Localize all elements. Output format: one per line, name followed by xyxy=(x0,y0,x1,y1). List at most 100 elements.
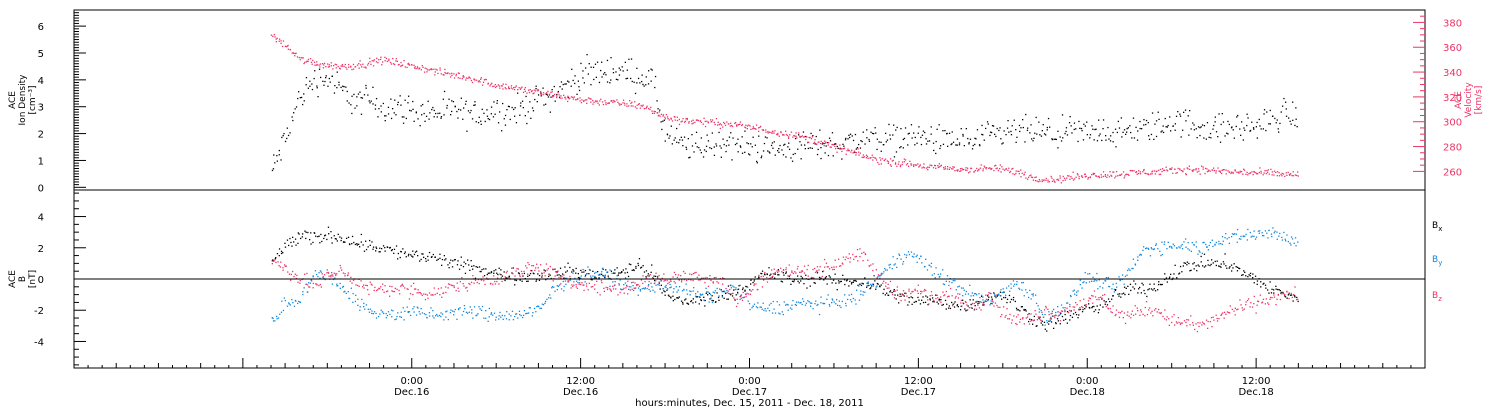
bz-series-point xyxy=(973,302,976,305)
density-series-point xyxy=(278,149,280,152)
by-series-point xyxy=(940,273,942,275)
bz-series-point xyxy=(587,289,589,291)
by-series-point xyxy=(893,264,895,266)
bz-series-point xyxy=(736,298,738,300)
by-series-point xyxy=(520,314,522,317)
by-series-point xyxy=(1111,288,1113,290)
density-series-point xyxy=(1167,124,1169,127)
density-series-point xyxy=(1285,101,1287,103)
bz-series-point xyxy=(747,286,749,288)
bz-series-point xyxy=(365,284,367,286)
bz-series-point xyxy=(339,264,341,267)
velocity-series-point xyxy=(880,163,882,165)
density-series-point xyxy=(413,120,415,122)
bz-series-point xyxy=(1155,308,1157,310)
velocity-series-point xyxy=(602,104,605,106)
by-series-point xyxy=(485,317,487,319)
bz-series-point xyxy=(320,286,322,288)
bz-series-point xyxy=(957,293,959,295)
by-series-point xyxy=(1124,275,1127,277)
bx-series-point xyxy=(282,252,284,254)
bx-series-point xyxy=(450,259,452,261)
bz-series-point xyxy=(726,292,728,294)
density-series-point xyxy=(1046,126,1048,129)
bx-series-point xyxy=(367,246,369,248)
by-series-point xyxy=(385,313,387,315)
density-series-point xyxy=(1036,133,1038,135)
by-series-point xyxy=(963,289,965,291)
velocity-series-point xyxy=(1034,180,1037,182)
by-series-point xyxy=(1178,246,1180,248)
by-series-point xyxy=(896,266,898,268)
velocity-series-point xyxy=(816,143,818,145)
by-series-point xyxy=(832,299,834,301)
density-series-point xyxy=(372,103,374,105)
bz-series-point xyxy=(1171,321,1173,324)
bx-series-point xyxy=(1029,318,1031,320)
bx-series-point xyxy=(602,268,604,270)
velocity-series-point xyxy=(1191,169,1193,172)
bz-series-point xyxy=(1037,316,1039,318)
by-series-point xyxy=(569,278,571,281)
density-series-point xyxy=(874,127,876,129)
bx-series-point xyxy=(565,271,567,273)
bz-series-point xyxy=(1135,313,1137,315)
density-series-point xyxy=(568,81,570,83)
by-series-point xyxy=(1010,283,1012,285)
by-series-point xyxy=(973,293,976,295)
by-series-point xyxy=(872,285,875,287)
by-series-point xyxy=(481,305,484,308)
velocity-series-point xyxy=(879,159,882,161)
bx-series-point xyxy=(836,289,838,291)
density-series-point xyxy=(888,123,890,126)
by-series-point xyxy=(812,308,814,310)
bz-series-point xyxy=(957,297,960,299)
density-series-point xyxy=(1219,141,1222,143)
bz-series-point xyxy=(819,266,821,268)
bx-series-point xyxy=(925,295,927,297)
by-series-point xyxy=(560,288,563,290)
by-series-point xyxy=(1026,291,1028,294)
velocity-series-point xyxy=(855,154,857,156)
bz-series-point xyxy=(689,273,691,275)
bx-series-point xyxy=(731,295,734,297)
bz-series-point xyxy=(607,287,609,289)
density-series-point xyxy=(913,132,915,134)
by-series-point xyxy=(368,311,371,313)
bz-series-point xyxy=(764,271,766,274)
by-series-point xyxy=(490,313,492,315)
bz-series-point xyxy=(1245,301,1247,303)
velocity-series-point xyxy=(1204,172,1206,175)
by-series-point xyxy=(695,295,697,297)
bx-series-point xyxy=(527,280,529,282)
bx-series-point xyxy=(867,284,869,287)
velocity-series-point xyxy=(589,98,591,100)
density-series-point xyxy=(1073,122,1076,124)
density-series-point xyxy=(1019,130,1021,133)
density-series-point xyxy=(1046,129,1048,131)
by-series-point xyxy=(1161,253,1163,256)
bx-series-point xyxy=(362,244,364,246)
bx-series-point xyxy=(1015,307,1018,309)
density-series-point xyxy=(728,136,731,138)
velocity-series-point xyxy=(616,99,618,101)
density-series-point xyxy=(1201,124,1204,126)
velocity-series-point xyxy=(989,167,991,169)
velocity-series-point xyxy=(820,140,822,142)
velocity-series-point xyxy=(418,68,420,70)
by-series-point xyxy=(308,282,310,284)
bz-series-point xyxy=(592,285,594,288)
velocity-series-point xyxy=(537,90,539,92)
density-series-point xyxy=(1098,135,1100,137)
density-series-point xyxy=(676,141,678,143)
density-series-point xyxy=(854,151,856,154)
density-series-point xyxy=(519,114,521,116)
bz-series-point xyxy=(999,306,1001,309)
bx-series-point xyxy=(658,282,660,284)
bx-series-point xyxy=(1137,292,1139,294)
density-series-point xyxy=(360,113,363,115)
bz-series-point xyxy=(729,293,731,295)
velocity-series-point xyxy=(312,59,314,62)
bz-series-point xyxy=(1131,310,1133,312)
density-series-point xyxy=(480,123,482,125)
